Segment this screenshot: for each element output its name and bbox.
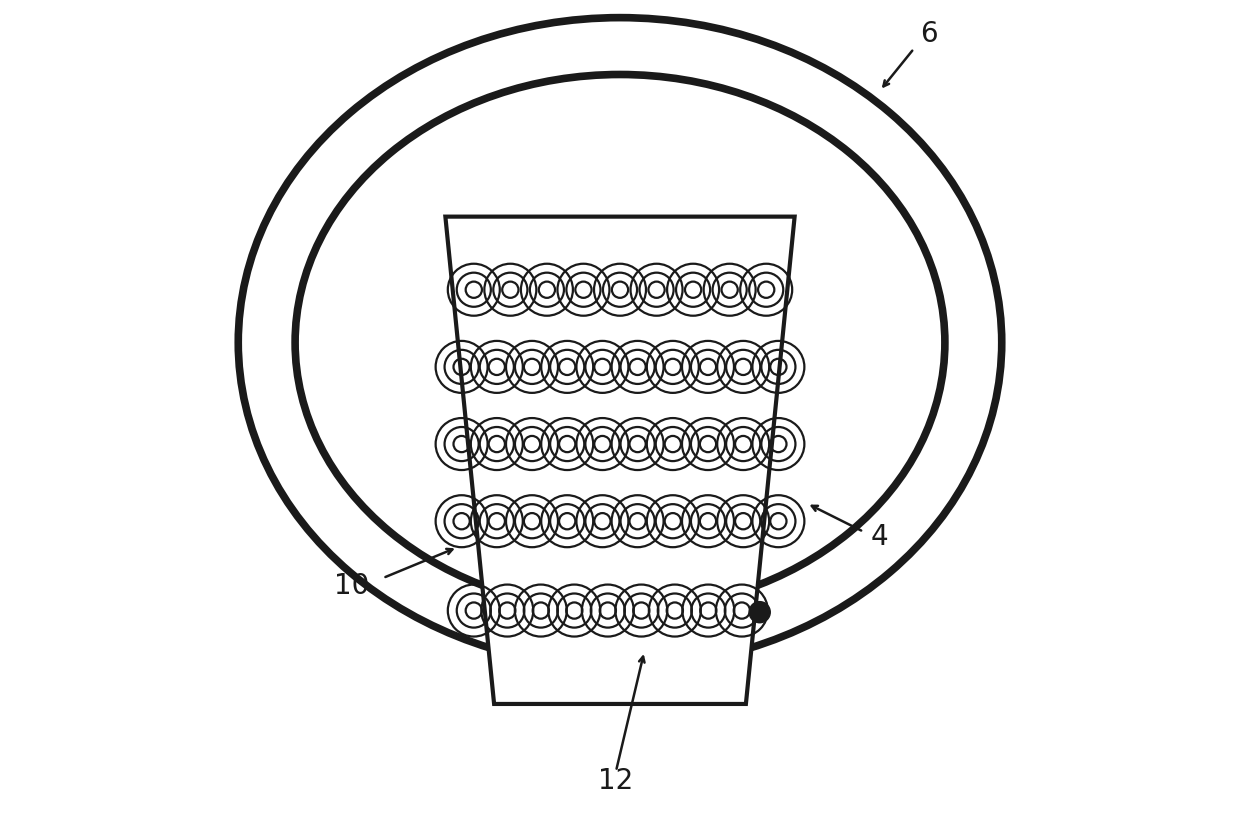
- Text: 12: 12: [599, 767, 634, 795]
- Text: 6: 6: [920, 20, 937, 48]
- Text: 4: 4: [870, 523, 889, 552]
- Circle shape: [749, 601, 770, 623]
- Ellipse shape: [238, 18, 1002, 667]
- Ellipse shape: [295, 74, 945, 610]
- Text: 10: 10: [335, 572, 370, 600]
- Polygon shape: [445, 217, 795, 704]
